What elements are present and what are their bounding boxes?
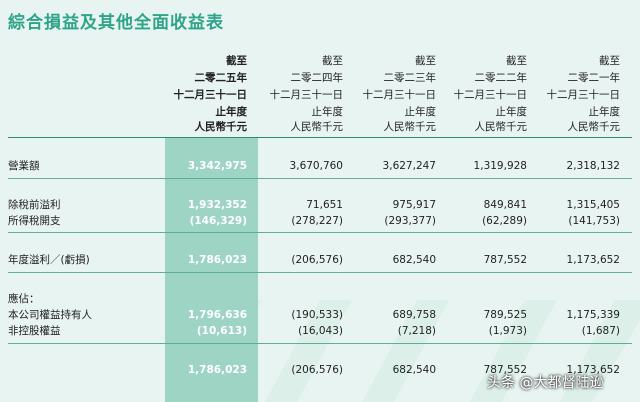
- row-divider: [8, 232, 632, 233]
- header-cell: 截至: [322, 55, 343, 67]
- table-row-pretax: 除稅前溢利 1,932,352 71,651 975,917 849,841 1…: [0, 197, 640, 213]
- value-cell: (1,973): [488, 325, 527, 337]
- row-divider: [8, 178, 632, 179]
- row-label: 本公司權益持有人: [8, 309, 92, 321]
- table-row-revenue: 營業額 3,342,975 3,670,760 3,627,247 1,319,…: [0, 158, 640, 174]
- header-cell: 十二月三十一日: [269, 89, 344, 101]
- value-cell: 975,917: [392, 199, 436, 211]
- value-cell: (293,377): [384, 215, 436, 227]
- value-cell: 2,318,132: [566, 160, 620, 172]
- value-cell: 1,932,352: [187, 199, 247, 211]
- header-cell: 截至: [226, 55, 247, 67]
- row-label: 應佔：: [8, 293, 40, 305]
- header-cell: 二零二一年: [567, 72, 621, 84]
- header-row-1: 截至 截至 截至 截至 截至: [0, 53, 640, 69]
- current-year-highlight-column: [165, 137, 258, 402]
- header-cell: 截至: [599, 55, 620, 67]
- header-cell: 十二月三十一日: [362, 89, 437, 101]
- header-cell: 止年度: [588, 106, 621, 118]
- value-cell: 1,796,636: [187, 309, 247, 321]
- header-cell: 止年度: [404, 106, 437, 118]
- header-cell: 十二月三十一日: [173, 89, 248, 101]
- table-row-profit: 年度溢利／(虧損) 1,786,023 (206,576) 682,540 78…: [0, 252, 640, 268]
- header-cell: 截至: [415, 55, 436, 67]
- value-cell: (190,533): [291, 309, 343, 321]
- header-row-2: 二零二五年 二零二四年 二零二三年 二零二二年 二零二一年: [0, 70, 640, 86]
- header-cell: 十二月三十一日: [453, 89, 528, 101]
- value-cell: 1,173,652: [566, 364, 620, 376]
- row-label: 年度溢利／(虧損): [8, 254, 90, 266]
- row-label: 營業額: [8, 160, 40, 172]
- header-cell: 二零二四年: [290, 72, 344, 84]
- header-cell: 人民幣千元: [194, 121, 248, 133]
- value-cell: (1,687): [581, 325, 620, 337]
- header-cell: 人民幣千元: [474, 121, 528, 133]
- value-cell: 1,315,405: [566, 199, 620, 211]
- value-cell: (141,753): [568, 215, 620, 227]
- page-title: 綜合損益及其他全面收益表: [8, 13, 224, 33]
- value-cell: 1,175,339: [566, 309, 620, 321]
- header-cell: 止年度: [495, 106, 528, 118]
- value-cell: 682,540: [392, 254, 436, 266]
- table-row-total: 1,786,023 (206,576) 682,540 787,552 1,17…: [0, 362, 640, 378]
- row-divider: [8, 272, 632, 273]
- value-cell: 3,342,975: [187, 160, 247, 172]
- value-cell: (206,576): [291, 364, 343, 376]
- value-cell: 682,540: [392, 364, 436, 376]
- row-label: 所得稅開支: [8, 215, 61, 227]
- value-cell: 787,552: [483, 254, 527, 266]
- table-row-attributable: 應佔：: [0, 291, 640, 307]
- value-cell: 849,841: [483, 199, 527, 211]
- header-cell: 人民幣千元: [567, 121, 621, 133]
- value-cell: 689,758: [392, 309, 436, 321]
- header-divider: [8, 137, 632, 138]
- header-cell: 二零二三年: [383, 72, 437, 84]
- value-cell: 1,173,652: [566, 254, 620, 266]
- header-cell: 止年度: [311, 106, 344, 118]
- header-cell: 二零二二年: [474, 72, 528, 84]
- table-row-tax: 所得稅開支 (146,329) (278,227) (293,377) (62,…: [0, 213, 640, 229]
- value-cell: (10,613): [196, 325, 247, 337]
- header-row-3: 十二月三十一日 十二月三十一日 十二月三十一日 十二月三十一日 十二月三十一日: [0, 87, 640, 103]
- value-cell: 1,786,023: [187, 364, 247, 376]
- header-cell: 二零二五年: [194, 72, 248, 84]
- header-cell: 十二月三十一日: [546, 89, 621, 101]
- value-cell: (146,329): [189, 215, 247, 227]
- value-cell: 1,319,928: [473, 160, 527, 172]
- value-cell: (62,289): [482, 215, 527, 227]
- value-cell: (7,218): [397, 325, 436, 337]
- header-cell: 人民幣千元: [383, 121, 437, 133]
- value-cell: 3,627,247: [382, 160, 436, 172]
- value-cell: 1,786,023: [187, 254, 247, 266]
- header-cell: 截至: [506, 55, 527, 67]
- value-cell: 787,552: [483, 364, 527, 376]
- value-cell: 71,651: [306, 199, 343, 211]
- row-label: 除稅前溢利: [8, 199, 61, 211]
- header-row-5: 人民幣千元 人民幣千元 人民幣千元 人民幣千元 人民幣千元: [0, 119, 640, 135]
- value-cell: 3,670,760: [289, 160, 343, 172]
- value-cell: (16,043): [298, 325, 343, 337]
- watermark: 头条 @大都督陆逊: [487, 375, 604, 391]
- table-row-owners: 本公司權益持有人 1,796,636 (190,533) 689,758 789…: [0, 307, 640, 323]
- value-cell: (206,576): [291, 254, 343, 266]
- value-cell: (278,227): [291, 215, 343, 227]
- header-cell: 人民幣千元: [290, 121, 344, 133]
- row-label: 非控股權益: [8, 325, 61, 337]
- table-row-nci: 非控股權益 (10,613) (16,043) (7,218) (1,973) …: [0, 323, 640, 339]
- header-cell: 止年度: [215, 106, 248, 118]
- row-divider: [8, 343, 632, 344]
- value-cell: 789,525: [483, 309, 527, 321]
- header-row-4: 止年度 止年度 止年度 止年度 止年度: [0, 104, 640, 120]
